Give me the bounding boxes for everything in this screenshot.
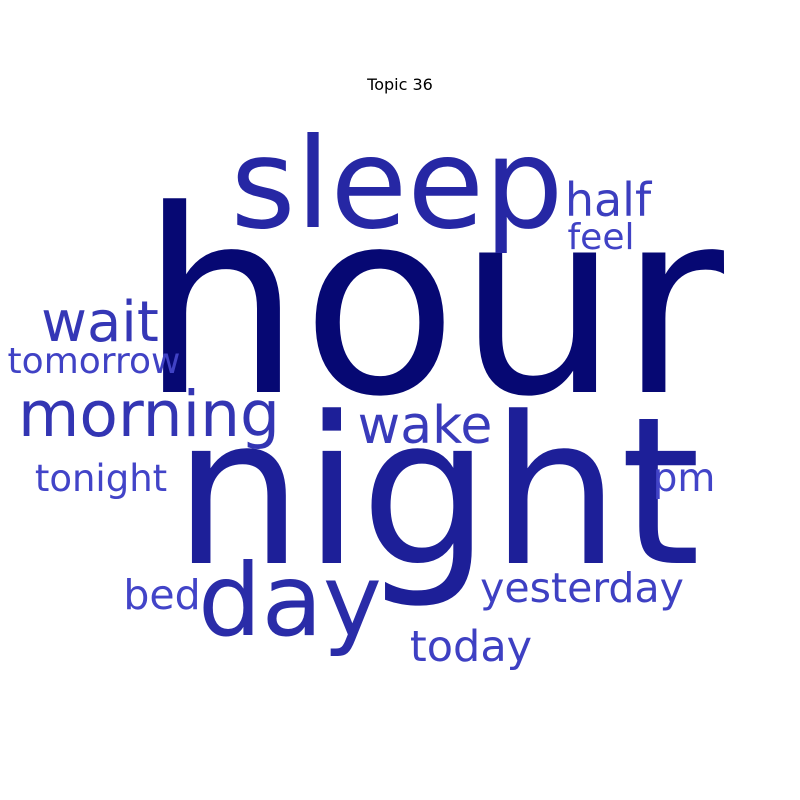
word-today: today — [410, 622, 532, 672]
word-tonight: tonight — [35, 457, 167, 500]
word-wake: wake — [358, 396, 493, 456]
word-hour: hour — [140, 156, 724, 453]
figure-title: Topic 36 — [367, 75, 433, 94]
word-bed: bed — [123, 571, 200, 619]
word-pm: pm — [653, 456, 716, 501]
word-tomorrow: tomorrow — [8, 341, 181, 382]
word-day: day — [198, 542, 382, 659]
word-morning: morning — [18, 378, 280, 451]
word-feel: feel — [568, 217, 635, 258]
word-wait: wait — [41, 290, 159, 355]
word-sleep: sleep — [230, 112, 563, 257]
word-night: night — [173, 374, 700, 612]
word-half: half — [565, 173, 653, 227]
word-yesterday: yesterday — [480, 564, 684, 612]
